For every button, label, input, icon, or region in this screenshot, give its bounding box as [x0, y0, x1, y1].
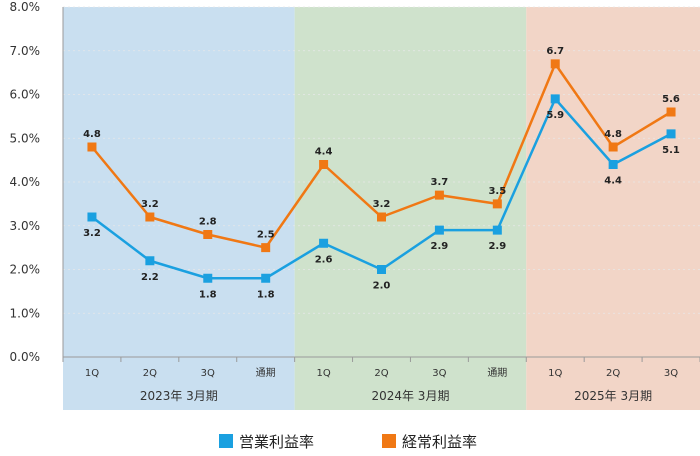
data-label: 3.2 — [373, 199, 391, 210]
legend-swatch-0 — [219, 434, 233, 448]
data-label: 2.2 — [141, 272, 159, 283]
data-point — [203, 230, 213, 239]
x-tick-label: 3Q — [664, 368, 678, 379]
legend-label: 営業利益率 — [239, 433, 314, 451]
grid-lines — [62, 6, 700, 362]
period-labels: 2023年 3月期 2024年 3月期 2025年 3月期 — [140, 389, 652, 403]
series-points — [87, 59, 676, 283]
y-axis-ticks: 0.0% 1.0% 2.0% 3.0% 4.0% 5.0% 6.0% 7.0% 8.0% — [10, 0, 41, 364]
data-label: 1.8 — [199, 289, 217, 300]
data-label: 4.4 — [604, 176, 622, 187]
y-tick-label: 5.0% — [10, 131, 41, 145]
y-tick-label: 8.0% — [10, 0, 41, 14]
legend: 営業利益率 経常利益率 — [219, 433, 477, 451]
data-point — [608, 142, 618, 152]
data-label: 2.0 — [373, 281, 391, 292]
data-label: 3.2 — [141, 199, 159, 210]
legend-label: 経常利益率 — [402, 433, 477, 451]
data-point — [87, 142, 97, 152]
data-point — [203, 273, 213, 283]
data-labels: 3.2 2.2 1.8 1.8 2.6 2.0 2.9 2.9 5.9 4.4 5.1 4.8 3.2 2… — [83, 46, 680, 300]
data-label: 5.6 — [662, 94, 680, 105]
data-label: 4.8 — [604, 129, 622, 140]
y-tick-label: 0.0% — [10, 350, 41, 364]
data-point — [261, 273, 271, 283]
data-point — [492, 199, 502, 209]
data-label: 1.8 — [257, 289, 275, 300]
data-label: 2.5 — [257, 230, 275, 241]
x-tick-label: 1Q — [85, 368, 99, 379]
x-tick-label: 1Q — [316, 368, 330, 379]
data-label: 2.6 — [315, 254, 333, 265]
period-label: 2025年 3月期 — [574, 389, 652, 403]
data-label: 5.1 — [662, 145, 680, 156]
data-label: 3.5 — [488, 186, 506, 197]
data-point — [434, 190, 444, 200]
y-tick-label: 4.0% — [10, 175, 41, 189]
period-bands — [63, 7, 700, 410]
x-axis-ticks: 1Q 2Q 3Q 通期 1Q 2Q 3Q 通期 1Q 2Q 3Q — [85, 367, 678, 379]
data-point — [377, 212, 386, 222]
data-label: 2.8 — [199, 217, 217, 228]
data-point — [434, 225, 444, 235]
period-band-0 — [63, 7, 295, 410]
y-tick-label: 2.0% — [10, 263, 41, 277]
x-tick-label: 1Q — [548, 368, 562, 379]
x-tick-label: 3Q — [201, 368, 215, 379]
period-band-2 — [526, 7, 700, 410]
period-band-1 — [294, 7, 527, 410]
y-tick-label: 6.0% — [10, 88, 41, 102]
x-tick-label: 3Q — [432, 368, 446, 379]
data-point — [550, 94, 560, 104]
data-point — [145, 256, 155, 266]
data-label: 2.9 — [431, 241, 449, 252]
x-tick-label: 2Q — [606, 368, 620, 379]
data-point — [550, 59, 560, 69]
y-tick-label: 3.0% — [10, 219, 41, 233]
data-point — [608, 160, 618, 169]
data-point — [377, 265, 386, 274]
y-tick-label: 1.0% — [10, 306, 41, 320]
data-label: 3.7 — [431, 177, 449, 188]
period-label: 2023年 3月期 — [140, 389, 218, 403]
data-point — [666, 129, 676, 139]
period-label: 2024年 3月期 — [371, 389, 449, 403]
data-label: 4.4 — [315, 147, 333, 158]
data-label: 4.8 — [83, 129, 101, 140]
data-label: 6.7 — [546, 46, 564, 57]
data-point — [87, 212, 97, 222]
x-tick-label: 通期 — [487, 367, 507, 379]
data-point — [492, 225, 502, 235]
x-tick-label: 2Q — [143, 368, 157, 379]
data-point — [261, 243, 271, 253]
data-label: 3.2 — [83, 228, 101, 239]
y-tick-label: 7.0% — [10, 44, 41, 58]
data-point — [666, 107, 676, 117]
data-point — [145, 212, 155, 222]
data-label: 5.9 — [546, 110, 564, 121]
data-point — [319, 160, 329, 169]
data-point — [319, 238, 329, 248]
data-label: 2.9 — [488, 241, 506, 252]
x-tick-label: 2Q — [374, 368, 388, 379]
legend-swatch-1 — [382, 434, 396, 448]
x-tick-label: 通期 — [256, 367, 276, 379]
